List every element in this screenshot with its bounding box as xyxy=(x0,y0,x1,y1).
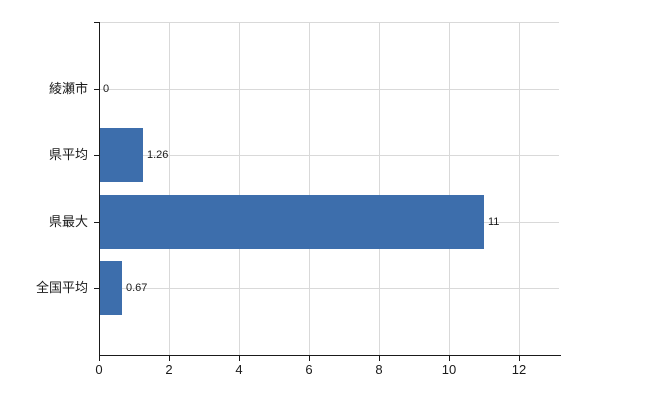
x-tick-label: 8 xyxy=(375,362,383,377)
bar-value-label: 0 xyxy=(103,83,110,95)
x-tick-label: 2 xyxy=(165,362,173,377)
y-gridline xyxy=(99,89,559,90)
category-label: 県最大 xyxy=(48,214,88,229)
x-tick-label: 6 xyxy=(305,362,313,377)
x-gridline xyxy=(379,22,380,355)
bar xyxy=(100,195,484,249)
plot-top-gridline xyxy=(99,22,559,23)
x-gridline xyxy=(239,22,240,355)
x-tick-label: 10 xyxy=(441,362,457,377)
y-gridline xyxy=(99,288,559,289)
y-axis-line xyxy=(99,22,100,361)
x-gridline xyxy=(169,22,170,355)
y-gridline xyxy=(99,155,559,156)
x-tick-label: 0 xyxy=(95,362,103,377)
y-axis-top-tick xyxy=(94,22,99,23)
y-axis-tick xyxy=(94,288,99,289)
y-axis-tick xyxy=(94,155,99,156)
x-tick-label: 12 xyxy=(511,362,527,377)
x-axis-tick xyxy=(309,356,310,361)
x-gridline xyxy=(519,22,520,355)
y-axis-tick xyxy=(94,222,99,223)
x-gridline xyxy=(309,22,310,355)
x-axis-tick xyxy=(449,356,450,361)
bar-value-label: 0.67 xyxy=(126,282,148,294)
bar-value-label: 11 xyxy=(488,216,500,228)
x-axis-tick xyxy=(239,356,240,361)
category-label: 県平均 xyxy=(48,147,88,162)
bar xyxy=(100,128,143,182)
x-axis-tick xyxy=(169,356,170,361)
x-gridline xyxy=(449,22,450,355)
x-axis-tick xyxy=(379,356,380,361)
category-label: 全国平均 xyxy=(35,280,88,295)
bar xyxy=(100,261,122,315)
x-axis-line xyxy=(99,355,561,356)
y-axis-tick xyxy=(94,89,99,90)
category-label: 綾瀬市 xyxy=(48,81,88,96)
x-tick-label: 4 xyxy=(235,362,243,377)
x-axis-tick xyxy=(519,356,520,361)
bar-value-label: 1.26 xyxy=(147,149,169,161)
